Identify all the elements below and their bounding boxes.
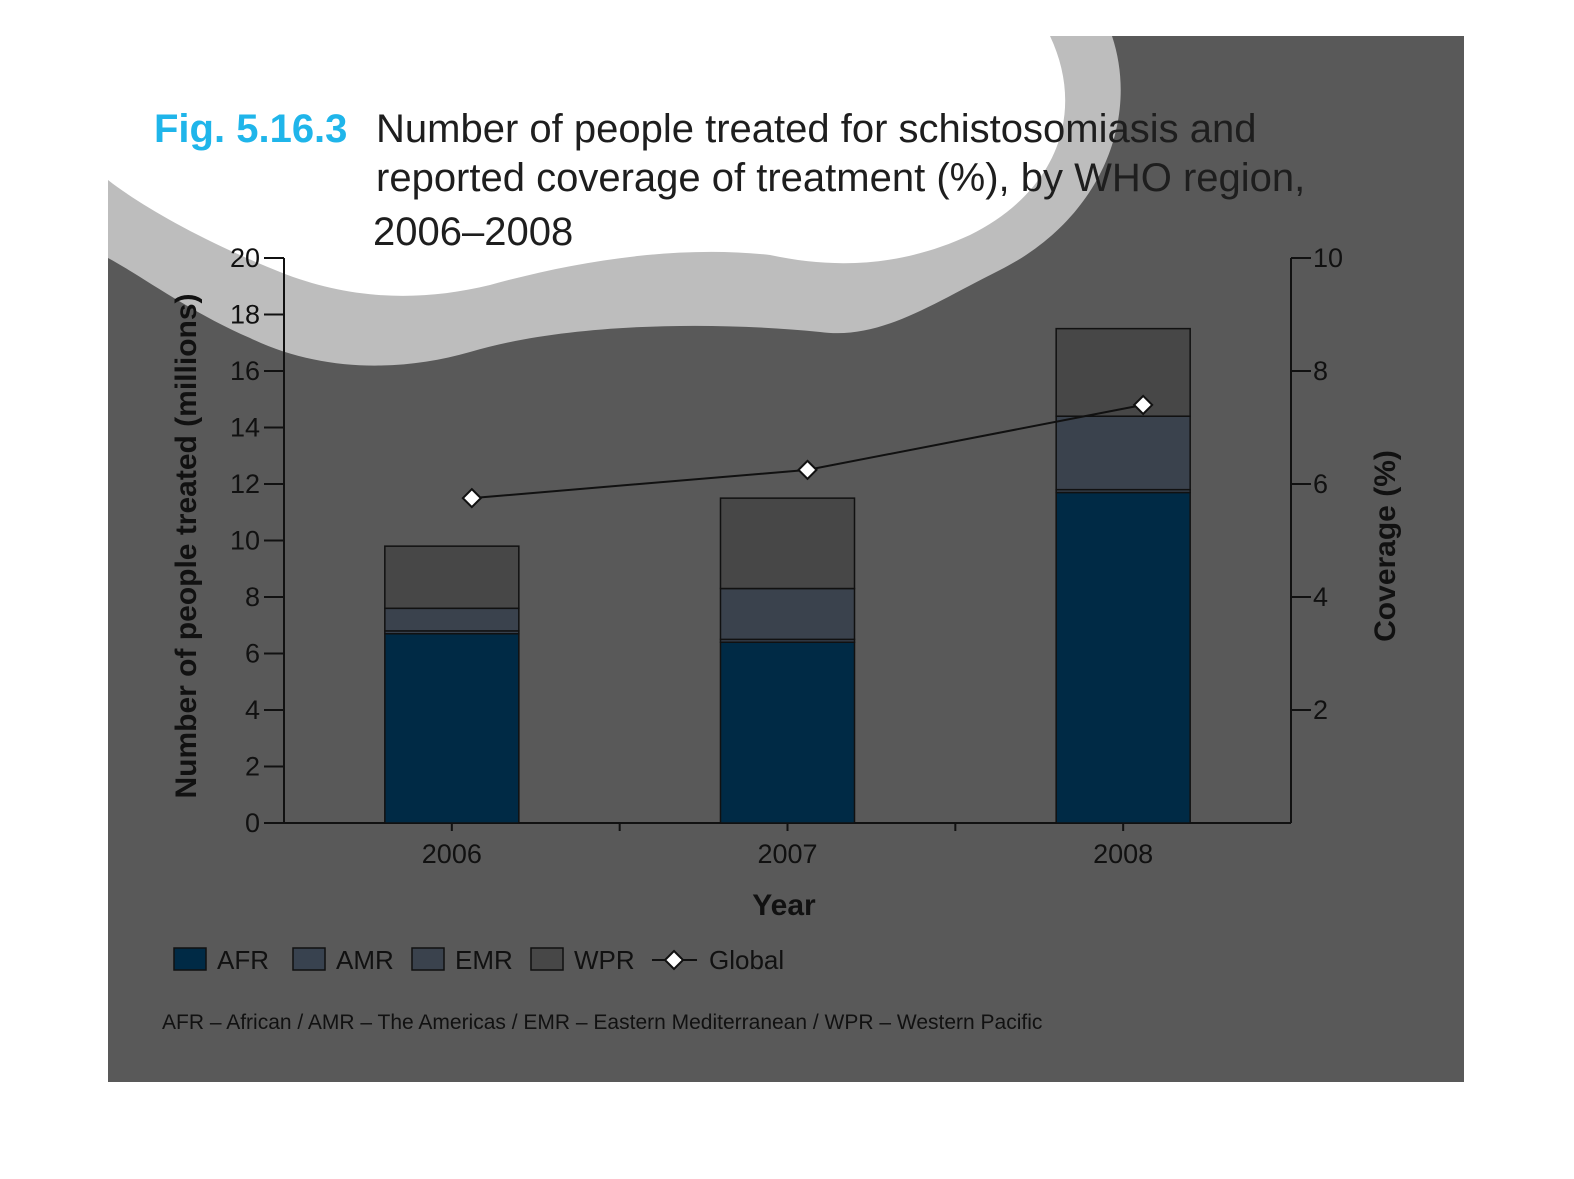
y-axis-label-left: Number of people treated (millions) (170, 293, 203, 798)
y-tick-label-left: 20 (230, 243, 260, 273)
y-tick-label-left: 12 (230, 469, 260, 499)
y-tick-label-left: 2 (245, 752, 260, 782)
figure-number: Fig. 5.16.3 (154, 107, 347, 151)
legend-label-amr: AMR (336, 945, 394, 975)
figure-title-line-1: Number of people treated for schistosomi… (376, 107, 1256, 151)
bar-emr-2006 (384, 607, 520, 632)
legend-swatch-amr (292, 947, 326, 971)
y-tick-label-left: 18 (230, 300, 260, 330)
bar-wpr-2006 (384, 545, 520, 610)
legend-label-wpr: WPR (574, 945, 635, 975)
bar-emr-2007 (719, 587, 856, 641)
y-tick-label-right: 8 (1313, 356, 1328, 386)
bar-wpr-2008 (1055, 327, 1191, 417)
bar-wpr-2007 (719, 497, 856, 590)
y-tick-label-right: 10 (1313, 243, 1343, 273)
bar-afr-2007 (719, 641, 856, 824)
y-tick-label-right: 4 (1313, 582, 1328, 612)
x-tick-label: 2008 (1093, 839, 1153, 869)
y-axis-label-right: Coverage (%) (1369, 450, 1402, 642)
x-tick-label: 2007 (757, 839, 817, 869)
y-tick-label-left: 16 (230, 356, 260, 386)
global-coverage-point (797, 459, 818, 481)
global-coverage-point (461, 487, 483, 509)
y-tick-label-left: 14 (230, 413, 260, 443)
legend-marker-global (663, 949, 685, 971)
footnote: AFR – African / AMR – The Americas / EMR… (162, 1011, 1042, 1034)
figure-title-line-2: reported coverage of treatment (%), by W… (376, 156, 1305, 200)
legend-swatch-wpr (530, 947, 564, 971)
y-tick-label-left: 0 (245, 808, 260, 838)
y-tick-label-left: 8 (245, 582, 260, 612)
legend-label-afr: AFR (217, 945, 269, 975)
y-tick-label-left: 10 (230, 526, 260, 556)
y-tick-label-left: 6 (245, 639, 260, 669)
figure-title-line-3: 2006–2008 (373, 210, 573, 254)
legend-label-emr: EMR (455, 945, 513, 975)
legend-swatch-emr (411, 947, 445, 971)
x-tick-label: 2006 (422, 839, 482, 869)
bar-afr-2006 (384, 632, 520, 824)
y-tick-label-left: 4 (245, 695, 260, 725)
legend-swatch-afr (173, 947, 207, 971)
plot-area: 0 2 4 6 8 10 12 14 16 18 20 2 4 6 8 10 2006 2007 2008 (230, 243, 1343, 869)
y-tick-label-right: 6 (1313, 469, 1328, 499)
bar-emr-2008 (1055, 415, 1191, 491)
legend: AFR AMR EMR WPR Global (173, 945, 784, 975)
x-axis-label: Year (752, 889, 816, 922)
y-tick-label-right: 2 (1313, 695, 1328, 725)
bar-afr-2008 (1055, 491, 1191, 824)
global-coverage-point (1132, 394, 1154, 416)
decorative-blob-white (108, 36, 1066, 296)
legend-label-global: Global (709, 945, 784, 975)
